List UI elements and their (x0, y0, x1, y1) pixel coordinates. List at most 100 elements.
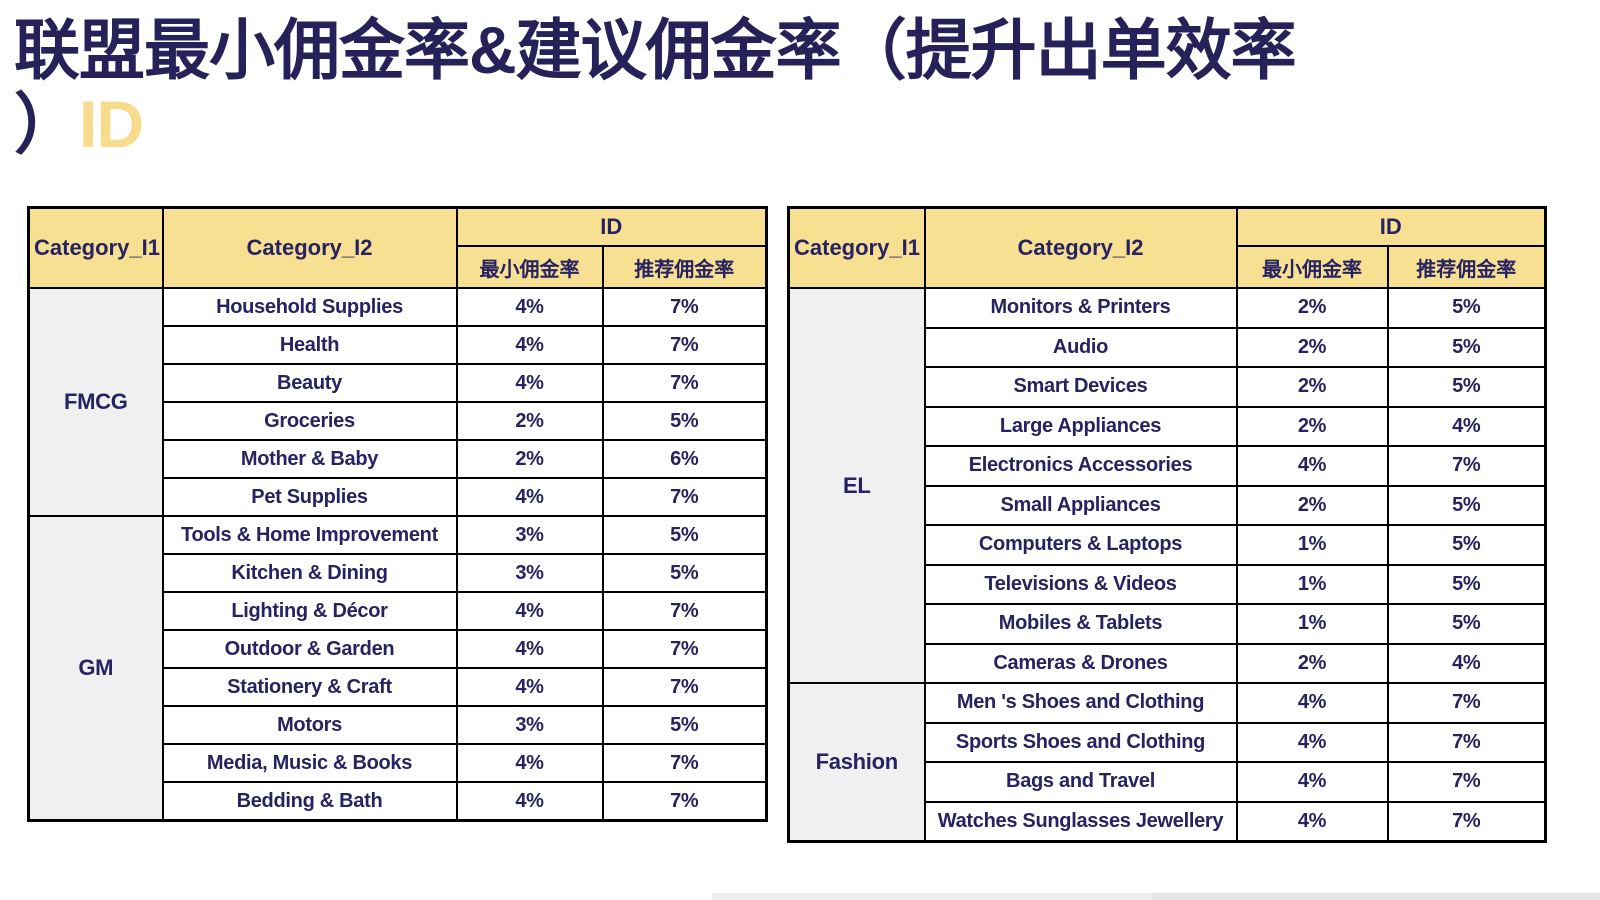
min-rate-cell: 4% (1235, 800, 1389, 843)
table-row: Bags and Travel 4% 7% (789, 761, 1547, 803)
table-row: Lighting & Décor 4% 7% (29, 591, 768, 631)
min-rate-cell: 4% (455, 477, 604, 517)
category-l2-cell: Men 's Shoes and Clothing (923, 682, 1238, 724)
header-min-commission: 最小佣金率 (1235, 245, 1389, 289)
table-row: Small Appliances 2% 5% (789, 484, 1547, 526)
min-rate-cell: 1% (1235, 603, 1389, 645)
category-l2-cell: Outdoor & Garden (161, 629, 458, 669)
category-l2-cell: Pet Supplies (161, 477, 458, 517)
table-row: Audio 2% 5% (789, 326, 1547, 368)
recommended-rate-cell: 7% (601, 591, 768, 631)
recommended-rate-cell: 5% (1386, 524, 1547, 566)
recommended-rate-cell: 7% (601, 363, 768, 403)
min-rate-cell: 4% (455, 591, 604, 631)
category-l2-cell: Health (161, 325, 458, 365)
min-rate-cell: 4% (1235, 761, 1389, 803)
min-rate-cell: 2% (1235, 642, 1389, 684)
category-l2-cell: Stationery & Craft (161, 667, 458, 707)
header-category-l2: Category_I2 (161, 206, 458, 289)
bottom-edge-strip-left (712, 893, 1152, 900)
recommended-rate-cell: 7% (1386, 721, 1547, 763)
category-l2-cell: Small Appliances (923, 484, 1238, 526)
table-row: Groceries 2% 5% (29, 401, 768, 441)
category-l1-cell: EL (787, 287, 926, 684)
min-rate-cell: 4% (455, 667, 604, 707)
table-row: Mobiles & Tablets 1% 5% (789, 603, 1547, 645)
min-rate-cell: 1% (1235, 563, 1389, 605)
recommended-rate-cell: 7% (601, 743, 768, 783)
category-l2-cell: Bedding & Bath (161, 781, 458, 822)
header-category-l2: Category_I2 (923, 206, 1238, 289)
category-l2-cell: Computers & Laptops (923, 524, 1238, 566)
min-rate-cell: 1% (1235, 524, 1389, 566)
recommended-rate-cell: 5% (601, 401, 768, 441)
category-l2-cell: Large Appliances (923, 405, 1238, 447)
category-l2-cell: Household Supplies (161, 287, 458, 327)
table-row: Cameras & Drones 2% 4% (789, 642, 1547, 684)
table-header-row: Category_I1 Category_I2 ID (27, 206, 768, 289)
table-subheader-row: 最小佣金率 推荐佣金率 (789, 245, 1547, 289)
min-rate-cell: 2% (1235, 366, 1389, 408)
table-row: Outdoor & Garden 4% 7% (29, 629, 768, 669)
recommended-rate-cell: 7% (601, 781, 768, 822)
table-row: Pet Supplies 4% 7% (29, 477, 768, 517)
recommended-rate-cell: 5% (1386, 563, 1547, 605)
recommended-rate-cell: 6% (601, 439, 768, 479)
category-l1-cell: Fashion (787, 682, 926, 843)
min-rate-cell: 2% (1235, 287, 1389, 329)
table-row: Sports Shoes and Clothing 4% 7% (789, 721, 1547, 763)
table-row: Bedding & Bath 4% 7% (29, 781, 768, 822)
min-rate-cell: 2% (455, 401, 604, 441)
table-row: Beauty 4% 7% (29, 363, 768, 403)
table-row: Mother & Baby 2% 6% (29, 439, 768, 479)
min-rate-cell: 2% (1235, 326, 1389, 368)
recommended-rate-cell: 7% (601, 287, 768, 327)
header-min-commission: 最小佣金率 (455, 245, 604, 289)
category-l2-cell: Groceries (161, 401, 458, 441)
recommended-rate-cell: 5% (1386, 366, 1547, 408)
min-rate-cell: 4% (455, 781, 604, 822)
recommended-rate-cell: 7% (601, 477, 768, 517)
category-l1-cell: GM (27, 515, 164, 822)
category-l2-cell: Mobiles & Tablets (923, 603, 1238, 645)
recommended-rate-cell: 5% (601, 515, 768, 555)
recommended-rate-cell: 5% (601, 553, 768, 593)
min-rate-cell: 3% (455, 553, 604, 593)
page-title-highlight-id: ID (79, 86, 144, 161)
recommended-rate-cell: 5% (601, 705, 768, 745)
header-country-id: ID (1235, 206, 1547, 247)
min-rate-cell: 3% (455, 515, 604, 555)
min-rate-cell: 4% (455, 629, 604, 669)
min-rate-cell: 3% (455, 705, 604, 745)
min-rate-cell: 4% (1235, 682, 1389, 724)
page-title-paren: ） (14, 86, 80, 161)
header-category-l1: Category_I1 (787, 206, 926, 289)
min-rate-cell: 2% (455, 439, 604, 479)
table-row: Electronics Accessories 4% 7% (789, 445, 1547, 487)
category-l2-cell: Mother & Baby (161, 439, 458, 479)
category-l2-cell: Bags and Travel (923, 761, 1238, 803)
recommended-rate-cell: 7% (1386, 761, 1547, 803)
recommended-rate-cell: 7% (1386, 800, 1547, 843)
category-l2-cell: Motors (161, 705, 458, 745)
recommended-rate-cell: 7% (601, 667, 768, 707)
category-l2-cell: Sports Shoes and Clothing (923, 721, 1238, 763)
recommended-rate-cell: 7% (601, 629, 768, 669)
bottom-edge-strip-right (1152, 893, 1600, 900)
min-rate-cell: 4% (455, 287, 604, 327)
commission-table-left: Category_I1 Category_I2 ID 最小佣金率 推荐佣金率 F… (27, 206, 768, 822)
recommended-rate-cell: 7% (1386, 682, 1547, 724)
header-country-id: ID (455, 206, 768, 247)
category-l2-cell: Kitchen & Dining (161, 553, 458, 593)
category-l2-cell: Smart Devices (923, 366, 1238, 408)
table-row: Motors 3% 5% (29, 705, 768, 745)
header-category-l1: Category_I1 (27, 206, 164, 289)
table-row: Media, Music & Books 4% 7% (29, 743, 768, 783)
table-row: GM Tools & Home Improvement 3% 5% (27, 515, 768, 822)
commission-table-right: Category_I1 Category_I2 ID 最小佣金率 推荐佣金率 E… (787, 206, 1547, 843)
header-recommended-commission: 推荐佣金率 (601, 245, 768, 289)
table-row: Large Appliances 2% 4% (789, 405, 1547, 447)
category-l2-cell: Lighting & Décor (161, 591, 458, 631)
min-rate-cell: 4% (455, 363, 604, 403)
